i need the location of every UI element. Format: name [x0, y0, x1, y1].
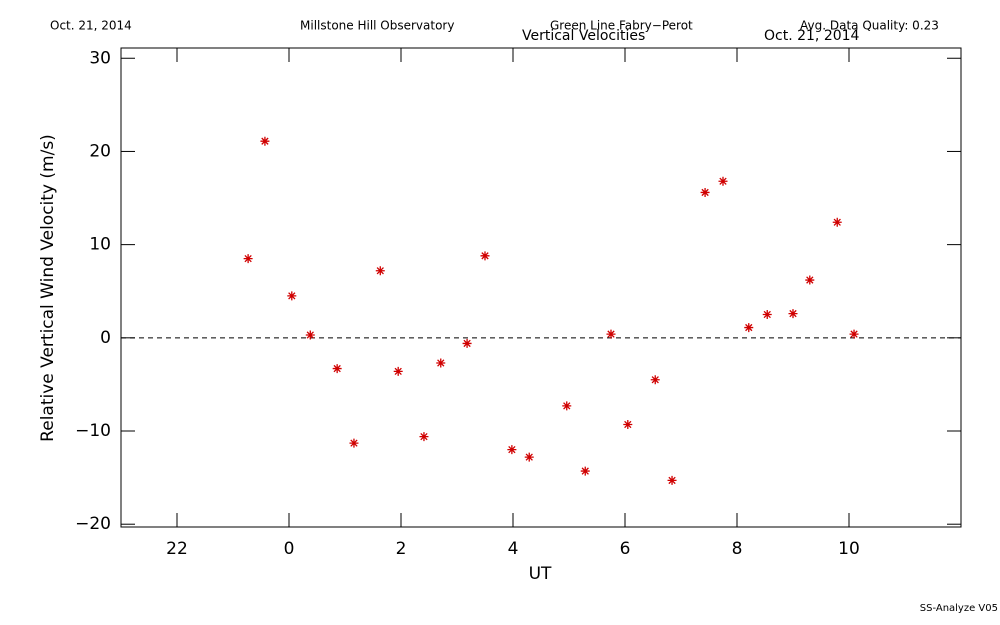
x-tick-label: 2 — [396, 539, 407, 559]
data-point — [436, 358, 446, 368]
data-point — [762, 310, 772, 320]
x-tick-label: 8 — [732, 539, 743, 559]
data-point — [393, 366, 403, 376]
y-tick-label: 20 — [89, 141, 111, 161]
data-point — [243, 254, 253, 264]
data-point — [507, 445, 517, 455]
data-point — [349, 438, 359, 448]
header-date: Oct. 21, 2014 — [50, 19, 132, 33]
data-point — [788, 309, 798, 319]
x-tick-label: 0 — [284, 539, 295, 559]
x-tick-label: 4 — [508, 539, 519, 559]
data-point — [718, 176, 728, 186]
data-point — [562, 401, 572, 411]
title-date: Oct. 21, 2014 — [764, 28, 860, 44]
data-point — [287, 291, 297, 301]
y-tick-label: 10 — [89, 235, 111, 255]
y-tick-label: −20 — [75, 514, 111, 534]
data-point — [623, 419, 633, 429]
y-axis-label: Relative Vertical Wind Velocity (m/s) — [38, 134, 58, 442]
data-point — [744, 323, 754, 333]
x-tick-label: 6 — [620, 539, 631, 559]
data-point — [332, 364, 342, 374]
data-point — [524, 452, 534, 462]
data-point — [260, 136, 270, 146]
data-point — [849, 329, 859, 339]
x-tick-label: 22 — [166, 539, 188, 559]
data-point — [606, 329, 616, 339]
data-point — [462, 338, 472, 348]
y-tick-label: 0 — [100, 328, 111, 348]
y-tick-label: 30 — [89, 48, 111, 68]
footer: SS-Analyze V05 — [920, 603, 998, 614]
plot-frame — [120, 47, 962, 528]
data-point — [700, 187, 710, 197]
chart-title: Vertical Velocities — [522, 28, 645, 44]
x-tick-label: 10 — [838, 539, 860, 559]
data-point — [375, 266, 385, 276]
x-axis-label: UT — [529, 564, 552, 584]
y-tick-label: −10 — [75, 421, 111, 441]
data-point — [832, 217, 842, 227]
header-instrument: Green Line Fabry−Perot — [550, 19, 693, 33]
data-point — [480, 251, 490, 261]
data-point — [580, 466, 590, 476]
data-point — [650, 375, 660, 385]
data-point — [667, 475, 677, 485]
data-point — [419, 432, 429, 442]
data-point — [805, 275, 815, 285]
data-point — [305, 330, 315, 340]
header-quality: Avg. Data Quality: 0.23 — [800, 19, 939, 33]
header-observatory: Millstone Hill Observatory — [300, 19, 454, 33]
